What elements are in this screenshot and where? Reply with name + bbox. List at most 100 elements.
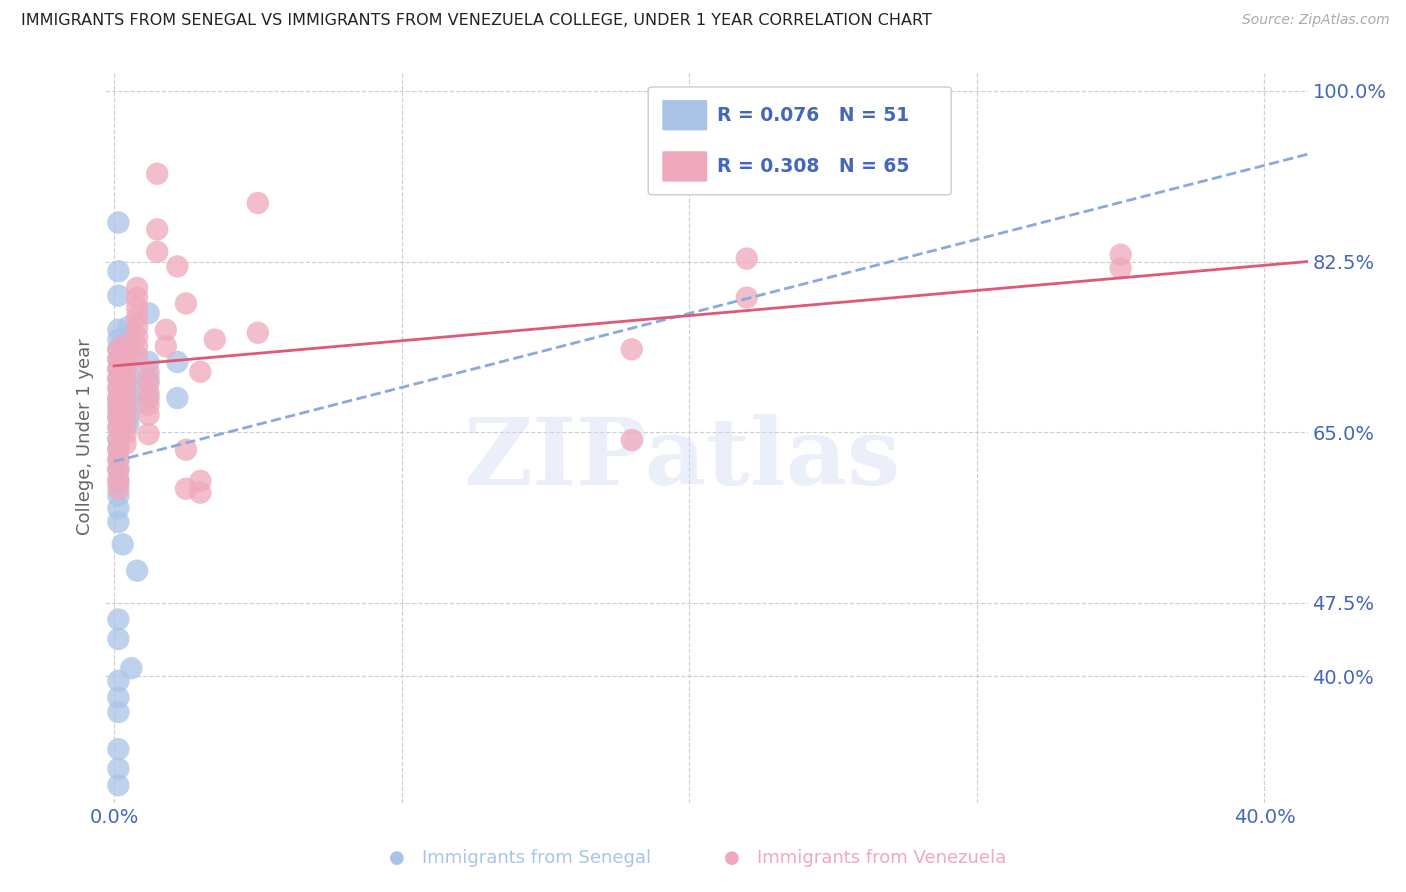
Point xyxy=(174,296,197,310)
Text: ●   Immigrants from Venezuela: ● Immigrants from Venezuela xyxy=(724,849,1005,867)
Point xyxy=(166,391,188,405)
Point xyxy=(117,357,139,371)
Text: ZIPatlas: ZIPatlas xyxy=(464,414,901,504)
Point xyxy=(188,485,212,500)
Point xyxy=(127,291,149,305)
Text: R = 0.076   N = 51: R = 0.076 N = 51 xyxy=(717,106,910,125)
Point xyxy=(107,632,129,646)
Point xyxy=(146,222,169,236)
Point xyxy=(107,462,129,476)
Point xyxy=(188,474,212,488)
Point xyxy=(188,365,212,379)
Point xyxy=(138,386,160,401)
Point xyxy=(107,432,129,446)
Point xyxy=(127,339,149,353)
Point xyxy=(114,398,136,412)
Point xyxy=(1109,248,1132,262)
Point xyxy=(155,339,177,353)
Point xyxy=(107,442,129,456)
Point xyxy=(107,343,129,357)
Point xyxy=(174,482,197,496)
Point xyxy=(138,427,160,442)
Point xyxy=(107,401,129,415)
Point xyxy=(107,410,129,425)
Point xyxy=(204,333,226,347)
Point xyxy=(107,762,129,776)
Point xyxy=(246,326,269,340)
Point xyxy=(107,690,129,705)
Point xyxy=(107,472,129,486)
Point xyxy=(107,475,129,490)
Point xyxy=(107,482,129,496)
Point xyxy=(107,432,129,446)
Point xyxy=(114,349,136,363)
Point xyxy=(114,408,136,422)
Point xyxy=(107,264,129,278)
Point xyxy=(107,215,129,229)
Point xyxy=(107,381,129,395)
Point xyxy=(107,343,129,357)
Point xyxy=(117,388,139,402)
Point xyxy=(114,388,136,402)
Point xyxy=(107,352,129,367)
Point xyxy=(246,196,269,211)
Point xyxy=(107,361,129,376)
Point xyxy=(127,349,149,363)
Point xyxy=(174,442,197,457)
Point xyxy=(114,427,136,442)
Point xyxy=(620,343,643,357)
Point xyxy=(138,376,160,391)
Point xyxy=(107,489,129,503)
Point xyxy=(1109,261,1132,276)
Point xyxy=(155,323,177,337)
Text: ●   Immigrants from Senegal: ● Immigrants from Senegal xyxy=(389,849,651,867)
Point xyxy=(114,437,136,451)
Point xyxy=(111,537,134,551)
Point xyxy=(107,452,129,467)
Point xyxy=(107,371,129,385)
Point xyxy=(107,442,129,457)
Point xyxy=(735,291,758,305)
Point xyxy=(107,515,129,529)
Point xyxy=(127,301,149,315)
Text: IMMIGRANTS FROM SENEGAL VS IMMIGRANTS FROM VENEZUELA COLLEGE, UNDER 1 YEAR CORRE: IMMIGRANTS FROM SENEGAL VS IMMIGRANTS FR… xyxy=(21,13,932,29)
Point xyxy=(107,778,129,792)
Point xyxy=(107,403,129,417)
Point xyxy=(107,391,129,405)
Point xyxy=(117,368,139,383)
Point xyxy=(138,371,160,385)
Point xyxy=(107,420,129,434)
Point xyxy=(107,742,129,756)
Point xyxy=(107,612,129,626)
Point xyxy=(117,319,139,334)
Point xyxy=(107,352,129,367)
Point xyxy=(138,365,160,379)
Point xyxy=(107,673,129,688)
Point xyxy=(117,408,139,422)
Point xyxy=(107,410,129,425)
Point xyxy=(114,417,136,432)
Point xyxy=(127,310,149,325)
Point xyxy=(138,391,160,405)
Point xyxy=(117,344,139,359)
Point xyxy=(120,661,142,675)
Point xyxy=(146,244,169,259)
Point xyxy=(107,420,129,434)
Point xyxy=(127,329,149,343)
Point xyxy=(114,378,136,392)
Point xyxy=(138,306,160,320)
Point xyxy=(117,417,139,432)
Point xyxy=(166,355,188,369)
Point xyxy=(146,167,169,181)
Point xyxy=(114,337,136,351)
Point xyxy=(117,333,139,347)
Point xyxy=(138,355,160,369)
Text: Source: ZipAtlas.com: Source: ZipAtlas.com xyxy=(1241,13,1389,28)
Point xyxy=(107,288,129,302)
Point xyxy=(138,408,160,422)
Text: R = 0.308   N = 65: R = 0.308 N = 65 xyxy=(717,157,910,176)
Point xyxy=(117,398,139,412)
Point xyxy=(735,252,758,266)
Point xyxy=(114,359,136,373)
Point xyxy=(620,433,643,447)
